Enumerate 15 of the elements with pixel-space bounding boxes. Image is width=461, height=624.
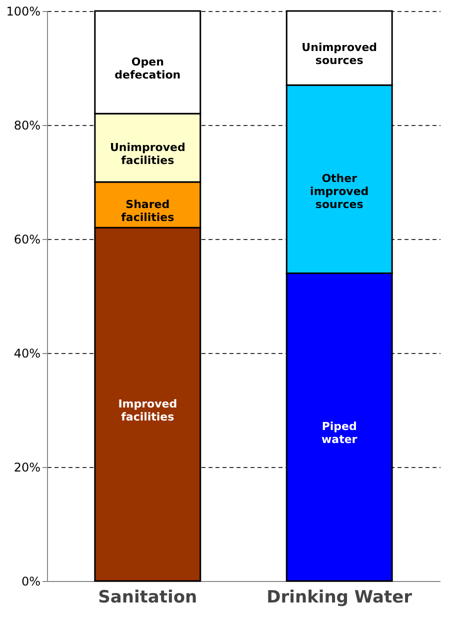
- y-tick-label: 0%: [21, 574, 40, 588]
- series-label: Other improved sources: [310, 172, 369, 212]
- series-label: Open defecation: [114, 55, 181, 82]
- y-tick-label: 80%: [14, 118, 40, 132]
- series-label: Piped water: [321, 420, 358, 446]
- y-tick-label: 40%: [14, 346, 40, 360]
- series-label: Unimproved facilities: [110, 140, 186, 167]
- series-label: Shared facilities: [121, 198, 175, 224]
- x-tick-label: Sanitation: [98, 588, 198, 608]
- x-tick-label: Drinking Water: [266, 588, 413, 608]
- series-label: Improved facilities: [118, 397, 178, 424]
- y-tick-label: 100%: [6, 4, 40, 18]
- y-tick-label: 20%: [14, 460, 40, 474]
- series-label: Unimproved sources: [302, 41, 378, 68]
- y-tick-label: 60%: [14, 232, 40, 246]
